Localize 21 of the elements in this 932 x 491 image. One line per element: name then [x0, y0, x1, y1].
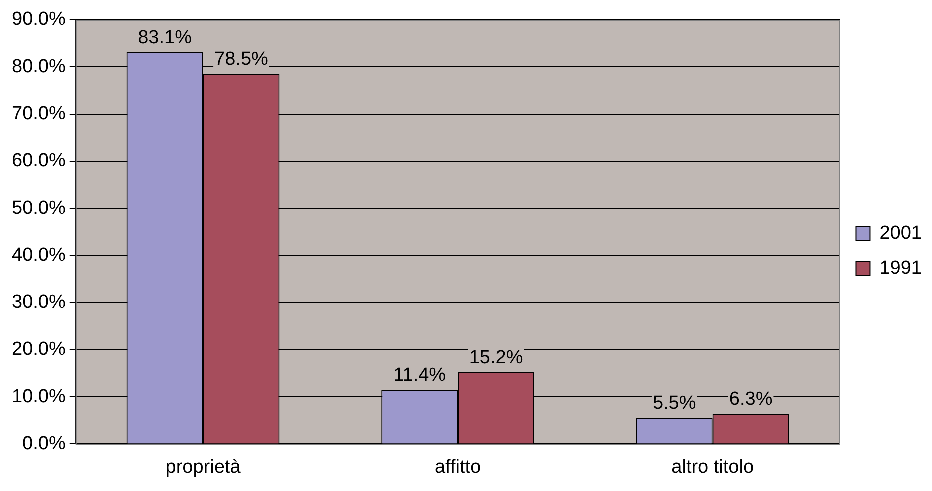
legend-label: 1991 — [880, 258, 922, 280]
y-tick-label: 90.0% — [12, 9, 66, 30]
y-tick-label: 70.0% — [12, 104, 66, 124]
y-tick-label: 80.0% — [12, 56, 66, 78]
x-tick-label: affitto — [434, 456, 482, 478]
data-label: 78.5% — [214, 48, 269, 70]
data-label: 83.1% — [138, 27, 192, 48]
x-tick-label: proprietà — [166, 456, 242, 478]
y-tick-label: 60.0% — [12, 150, 66, 172]
y-tick-label: 20.0% — [12, 339, 66, 360]
y-tick-label: 50.0% — [12, 198, 66, 219]
legend-label: 2001 — [880, 223, 922, 244]
data-label: 6.3% — [729, 389, 773, 410]
y-tick-label: 30.0% — [12, 292, 66, 314]
data-label: 15.2% — [469, 347, 524, 368]
y-tick-label: 10.0% — [12, 386, 66, 408]
data-label: 11.4% — [394, 365, 446, 386]
y-tick-label: 0.0% — [22, 433, 66, 454]
y-tick-label: 40.0% — [12, 244, 66, 266]
data-label: 5.5% — [652, 393, 696, 414]
x-tick-label: altro titolo — [672, 456, 754, 478]
